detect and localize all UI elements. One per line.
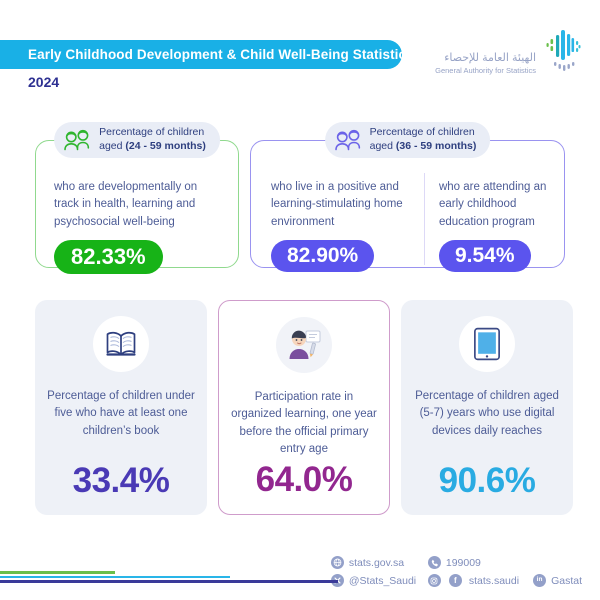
gastat-logo-text: الهيئة العامة للإحصاء General Authority …: [435, 51, 536, 75]
linkedin-icon: in: [533, 574, 547, 587]
label-line1: Percentage of children: [99, 126, 205, 138]
footer-stripe-green: [0, 571, 115, 574]
report-year: 2024: [28, 74, 60, 90]
label-age-range: (36 - 59 months): [395, 139, 477, 152]
footer-stripe-cyan: [0, 575, 230, 578]
developmental-description: who are developmentally on track in heal…: [54, 181, 198, 228]
phone-item: 199009: [427, 556, 481, 569]
gastat-logo-arabic: الهيئة العامة للإحصاء: [444, 52, 536, 64]
website-item: stats.gov.sa: [330, 556, 428, 569]
card-developmental-label-text: Percentage of children aged (24 - 59 mon…: [99, 126, 206, 154]
twitter-label: @Stats_Saudi: [348, 574, 417, 587]
card-childrens-book: Percentage of children under five who ha…: [35, 300, 207, 515]
instagram-icon: [427, 574, 441, 587]
developmental-value-badge: 82.33%: [54, 239, 163, 274]
website-label: stats.gov.sa: [348, 556, 405, 569]
home-environment-value-badge: 82.90%: [271, 239, 375, 272]
footer-stripe-indigo: [0, 580, 338, 583]
column-divider: [424, 173, 425, 265]
gastat-logo: الهيئة العامة للإحصاء General Authority …: [435, 26, 584, 81]
childrens-book-value: 33.4%: [72, 461, 170, 500]
children-pair-icon: [62, 127, 92, 152]
globe-icon: [330, 556, 344, 569]
label-age-range: (24 - 59 months): [125, 139, 206, 152]
home-environment-description: who live in a positive and learning-stim…: [271, 181, 403, 228]
footer-row-2: @Stats_Saudi f stats.saudi in Gastat: [330, 574, 582, 587]
children-pair-icon: [333, 127, 363, 152]
digital-devices-value: 90.6%: [438, 461, 536, 500]
label-aged: aged: [369, 139, 393, 152]
digital-devices-description: Percentage of children aged (5-7) years …: [415, 390, 559, 437]
tablet-icon: [459, 316, 515, 372]
organized-learning-value: 64.0%: [255, 460, 353, 499]
card-home-education-label-text: Percentage of children aged (36 - 59 mon…: [370, 126, 477, 154]
open-book-icon: [93, 316, 149, 372]
linkedin-item: in Gastat: [533, 574, 582, 587]
card-home-education-label: Percentage of children aged (36 - 59 mon…: [324, 122, 491, 158]
gastat-logo-english: General Authority for Statistics: [435, 66, 536, 75]
title-banner: Early Childhood Development & Child Well…: [0, 40, 414, 69]
childrens-book-description: Percentage of children under five who ha…: [47, 390, 195, 437]
facebook-icon: f: [448, 574, 462, 587]
education-program-column: who are attending an early childhood edu…: [438, 179, 554, 272]
card-digital-devices: Percentage of children aged (5-7) years …: [401, 300, 573, 515]
card-home-and-education: Percentage of children aged (36 - 59 mon…: [250, 122, 565, 272]
organized-learning-description: Participation rate in organized learning…: [231, 391, 377, 455]
education-program-description: who are attending an early childhood edu…: [438, 181, 547, 228]
footer-row-1: stats.gov.sa 199009: [330, 556, 582, 569]
card-organized-learning: Participation rate in organized learning…: [218, 300, 390, 515]
label-aged: aged: [99, 139, 123, 152]
social-handles-item: f stats.saudi: [427, 574, 520, 587]
page-title: Early Childhood Development & Child Well…: [28, 47, 414, 62]
gastat-palm-icon: [542, 26, 584, 81]
social-handle-label: stats.saudi: [468, 574, 520, 587]
linkedin-label: Gastat: [551, 574, 582, 587]
phone-label: 199009: [445, 556, 481, 569]
card-developmental-track: Percentage of children aged (24 - 59 mon…: [35, 122, 239, 274]
twitter-item: @Stats_Saudi: [330, 574, 428, 587]
education-program-value-badge: 9.54%: [438, 239, 531, 272]
child-learning-icon: [276, 317, 332, 373]
label-line1: Percentage of children: [369, 126, 475, 138]
home-environment-column: who live in a positive and learning-stim…: [271, 179, 418, 272]
footer-contacts: stats.gov.sa 199009 @Stats_Saudi: [330, 556, 582, 587]
card-developmental-label: Percentage of children aged (24 - 59 mon…: [54, 122, 220, 158]
phone-icon: [427, 556, 441, 569]
